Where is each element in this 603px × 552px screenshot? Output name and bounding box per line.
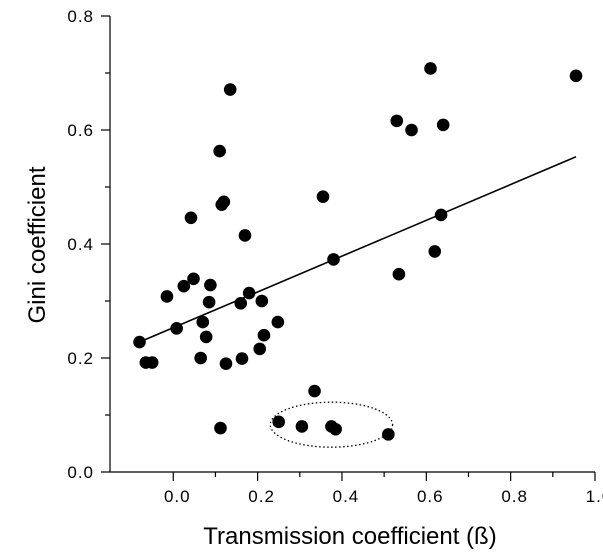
data-point-13	[213, 144, 226, 158]
data-point-27	[272, 415, 285, 429]
data-point-23	[253, 342, 267, 356]
y-tick-label-2: 0.4	[67, 235, 94, 254]
y-tick-label-4: 0.8	[67, 7, 94, 26]
data-point-10	[199, 330, 213, 344]
data-point-8	[194, 351, 207, 365]
data-point-19	[234, 296, 248, 310]
data-point-33	[329, 422, 342, 436]
x-tick-label-0: 0.0	[164, 487, 191, 506]
x-tick-label-2: 0.4	[333, 487, 360, 506]
data-point-17	[219, 357, 233, 371]
data-point-35	[390, 114, 404, 128]
data-point-22	[242, 286, 256, 300]
data-point-14	[214, 421, 227, 435]
x-tick-label-5: 1.0	[586, 487, 603, 506]
highlight-ellipse	[269, 401, 394, 448]
y-tick-label-0: 0.0	[67, 463, 94, 482]
x-tick-label-1: 0.2	[248, 487, 275, 506]
data-point-34	[382, 428, 395, 441]
y-tick-label-1: 0.2	[67, 349, 94, 368]
data-point-7	[187, 272, 200, 286]
data-point-25	[257, 328, 271, 342]
data-point-21	[238, 229, 252, 242]
data-point-32	[327, 253, 340, 266]
data-point-36	[392, 267, 406, 281]
data-point-11	[202, 295, 216, 309]
y-tick-label-3: 0.6	[67, 121, 94, 140]
data-point-6	[184, 211, 198, 225]
data-point-3	[160, 290, 174, 303]
data-point-4	[170, 322, 183, 335]
data-point-9	[196, 315, 210, 329]
data-point-26	[271, 315, 285, 329]
data-point-41	[436, 118, 450, 132]
data-point-0	[133, 335, 146, 349]
data-point-40	[434, 208, 448, 222]
x-tick-label-3: 0.6	[417, 487, 444, 506]
data-point-29	[308, 384, 321, 398]
data-point-5	[177, 279, 191, 293]
data-point-18	[223, 83, 237, 96]
data-point-37	[405, 123, 418, 137]
data-point-39	[428, 245, 442, 258]
data-point-12	[204, 278, 217, 292]
data-point-30	[316, 190, 330, 203]
data-point-28	[295, 420, 309, 433]
data-point-42	[569, 69, 583, 83]
y-axis-title: Gini coefficient	[24, 166, 51, 323]
trend-line	[139, 156, 577, 343]
data-point-38	[424, 62, 437, 75]
data-point-20	[235, 352, 249, 365]
x-axis-title: Transmission coefficient (ß)	[203, 523, 496, 550]
data-point-2	[145, 356, 159, 369]
data-point-24	[255, 294, 269, 308]
x-tick-label-4: 0.8	[501, 487, 528, 506]
data-point-16	[217, 195, 231, 209]
